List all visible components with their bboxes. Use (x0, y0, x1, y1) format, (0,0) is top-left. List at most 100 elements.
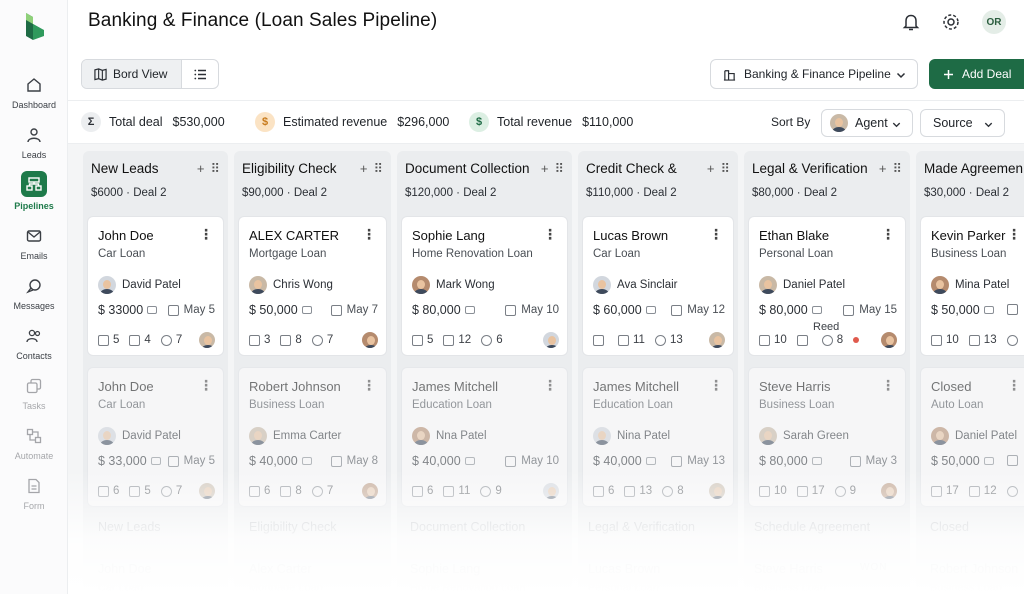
column-amount: $6000 (91, 187, 123, 199)
coin-icon: $ (255, 112, 275, 132)
count-value: 6 (608, 485, 615, 497)
amount-value: $ 50,000 (931, 454, 980, 468)
sidebar-item-contacts[interactable]: Contacts (0, 325, 68, 371)
deal-date: May 7 (330, 304, 378, 316)
add-card-icon[interactable]: + (196, 161, 205, 176)
agent-name: Emma Carter (273, 430, 342, 442)
sidebar-item-tasks[interactable]: Tasks (0, 375, 68, 421)
owner-avatar (543, 483, 559, 499)
more-options-icon[interactable]: ⋮ (199, 226, 213, 242)
pipeline-select[interactable]: Banking & Finance Pipeline (710, 59, 918, 89)
edit-icon (129, 334, 141, 346)
deal-name: Kevin Parker (931, 228, 1006, 243)
more-options-icon[interactable]: ⋮ (362, 226, 376, 242)
tasks-count: 10 (759, 334, 787, 346)
deal-card[interactable]: Steve Harris Business Loan ⋮ Sarah Green $ 8… (748, 367, 906, 507)
source-select[interactable]: Source (920, 109, 1005, 137)
deal-card[interactable]: Closed Auto Loan ⋮ Daniel Patel $ 50,000 17 12 (920, 367, 1024, 507)
card-footer: 5 12 6 (412, 332, 559, 348)
gear-icon[interactable] (941, 12, 961, 32)
date-value: May 8 (346, 455, 378, 467)
tasks-count: 6 (98, 485, 119, 497)
owner-avatar (881, 483, 897, 499)
count-value: 5 (144, 485, 151, 497)
more-options-icon[interactable]: ⋮ (543, 377, 557, 393)
drag-handle-icon[interactable]: ⠿ (373, 161, 383, 176)
deal-card[interactable]: Kevin Parker Business Loan ⋮ Mina Patel $ 50… (920, 216, 1024, 356)
board-view-button[interactable]: Bord View (82, 60, 182, 88)
deal-card[interactable]: Lucas Brown Car Loan ⋮ Ava Sinclair $ 60,000… (582, 216, 734, 356)
drag-handle-icon[interactable]: ⠿ (554, 161, 564, 176)
deal-card[interactable]: John Doe Car Loan ⋮ David Patel $ 33,000 May … (87, 367, 224, 507)
more-options-icon[interactable]: ⋮ (1007, 226, 1021, 242)
loan-type: Car Loan (98, 399, 146, 411)
deal-name: James Mitchell (412, 379, 498, 394)
more-options-icon[interactable]: ⋮ (881, 377, 895, 393)
stat-value: $296,000 (397, 115, 450, 129)
drag-handle-icon[interactable]: ⠿ (720, 161, 730, 176)
bank-icon (723, 69, 736, 81)
date-value: May 7 (346, 304, 378, 316)
sidebar-item-leads[interactable]: Leads (0, 124, 68, 170)
more-options-icon[interactable]: ⋮ (1007, 377, 1021, 393)
sidebar-item-dashboard[interactable]: Dashboard (0, 74, 68, 120)
deal-card[interactable]: Sophie Lang Home Renovation Loan ⋮ Mark Won… (401, 216, 568, 356)
card-footer: 3 8 7 (249, 332, 378, 348)
sidebar-item-form[interactable]: Form (0, 475, 68, 521)
bell-icon[interactable] (901, 12, 921, 32)
tasks-count: 10 (931, 334, 959, 346)
column-deals: Deal 2 (463, 187, 497, 199)
more-options-icon[interactable]: ⋮ (709, 377, 723, 393)
deal-amount: $ 33000 (98, 303, 158, 317)
agent-avatar (412, 276, 430, 294)
add-card-icon[interactable]: + (359, 161, 368, 176)
edit-icon (280, 485, 292, 497)
user-icon (23, 124, 45, 146)
deal-name: John Doe (98, 379, 154, 394)
task-icon (759, 485, 770, 497)
deal-card[interactable]: Ethan Blake Personal Loan ⋮ Daniel Patel $ 8… (748, 216, 906, 356)
agent-select[interactable]: Agent (821, 109, 913, 137)
edit-icon (796, 334, 808, 346)
board-icon (94, 67, 107, 81)
more-options-icon[interactable]: ⋮ (199, 377, 213, 393)
cash-icon (301, 457, 312, 465)
more-options-icon[interactable]: ⋮ (543, 226, 557, 242)
pipeline-column: New Leads $6000 · Deal 2 + ⠿ John Doe Car Loa… (83, 151, 228, 594)
amount-value: $ 50,000 (249, 303, 298, 317)
add-card-icon[interactable]: + (878, 161, 887, 176)
column-header: Made Agreemen $30,000 · Deal 2 (924, 161, 1024, 199)
sidebar-item-automate[interactable]: Automate (0, 425, 68, 471)
sidebar: Dashboard Leads Pipelines Emails Message… (0, 0, 68, 594)
user-avatar[interactable]: OR (982, 10, 1006, 34)
deal-card[interactable]: Robert Johnson Business Loan ⋮ Emma Carter $… (238, 367, 387, 507)
owner-avatar (709, 483, 725, 499)
deal-amount: $ 60,000 (593, 303, 656, 317)
sidebar-item-emails[interactable]: Emails (0, 225, 68, 271)
sidebar-item-messages[interactable]: Messages (0, 275, 68, 321)
comments-count (1006, 334, 1022, 346)
more-options-icon[interactable]: ⋮ (709, 226, 723, 242)
deal-card[interactable]: John Doe Car Loan ⋮ David Patel $ 33000 May 5… (87, 216, 224, 356)
column-header: Credit Check & $110,000 · Deal 2 + ⠿ (586, 161, 730, 199)
calendar-icon (671, 304, 683, 316)
add-deal-button[interactable]: Add Deal (929, 59, 1024, 89)
deal-amount: $ 80,000 (759, 303, 822, 317)
more-options-icon[interactable]: ⋮ (881, 226, 895, 242)
list-view-button[interactable] (182, 60, 218, 88)
deal-card[interactable]: ALEX CARTER Mortgage Loan ⋮ Chris Wong $ 50,… (238, 216, 387, 356)
drag-handle-icon[interactable]: ⠿ (892, 161, 902, 176)
amount-value: $ 80,000 (759, 303, 808, 317)
deal-date: May 3 (849, 455, 897, 467)
deal-card[interactable]: James Mitchell Education Loan ⋮ Nna Patel $ … (401, 367, 568, 507)
deal-card[interactable]: James Mitchell Education Loan ⋮ Nina Patel $… (582, 367, 734, 507)
edit-icon (618, 334, 629, 346)
task-icon (412, 485, 423, 497)
notes-count: 13 (624, 485, 652, 497)
pipeline-select-label: Banking & Finance Pipeline (744, 67, 891, 81)
drag-handle-icon[interactable]: ⠿ (210, 161, 220, 176)
add-card-icon[interactable]: + (540, 161, 549, 176)
add-card-icon[interactable]: + (706, 161, 715, 176)
sidebar-item-pipelines[interactable]: Pipelines (0, 171, 68, 217)
more-options-icon[interactable]: ⋮ (362, 377, 376, 393)
